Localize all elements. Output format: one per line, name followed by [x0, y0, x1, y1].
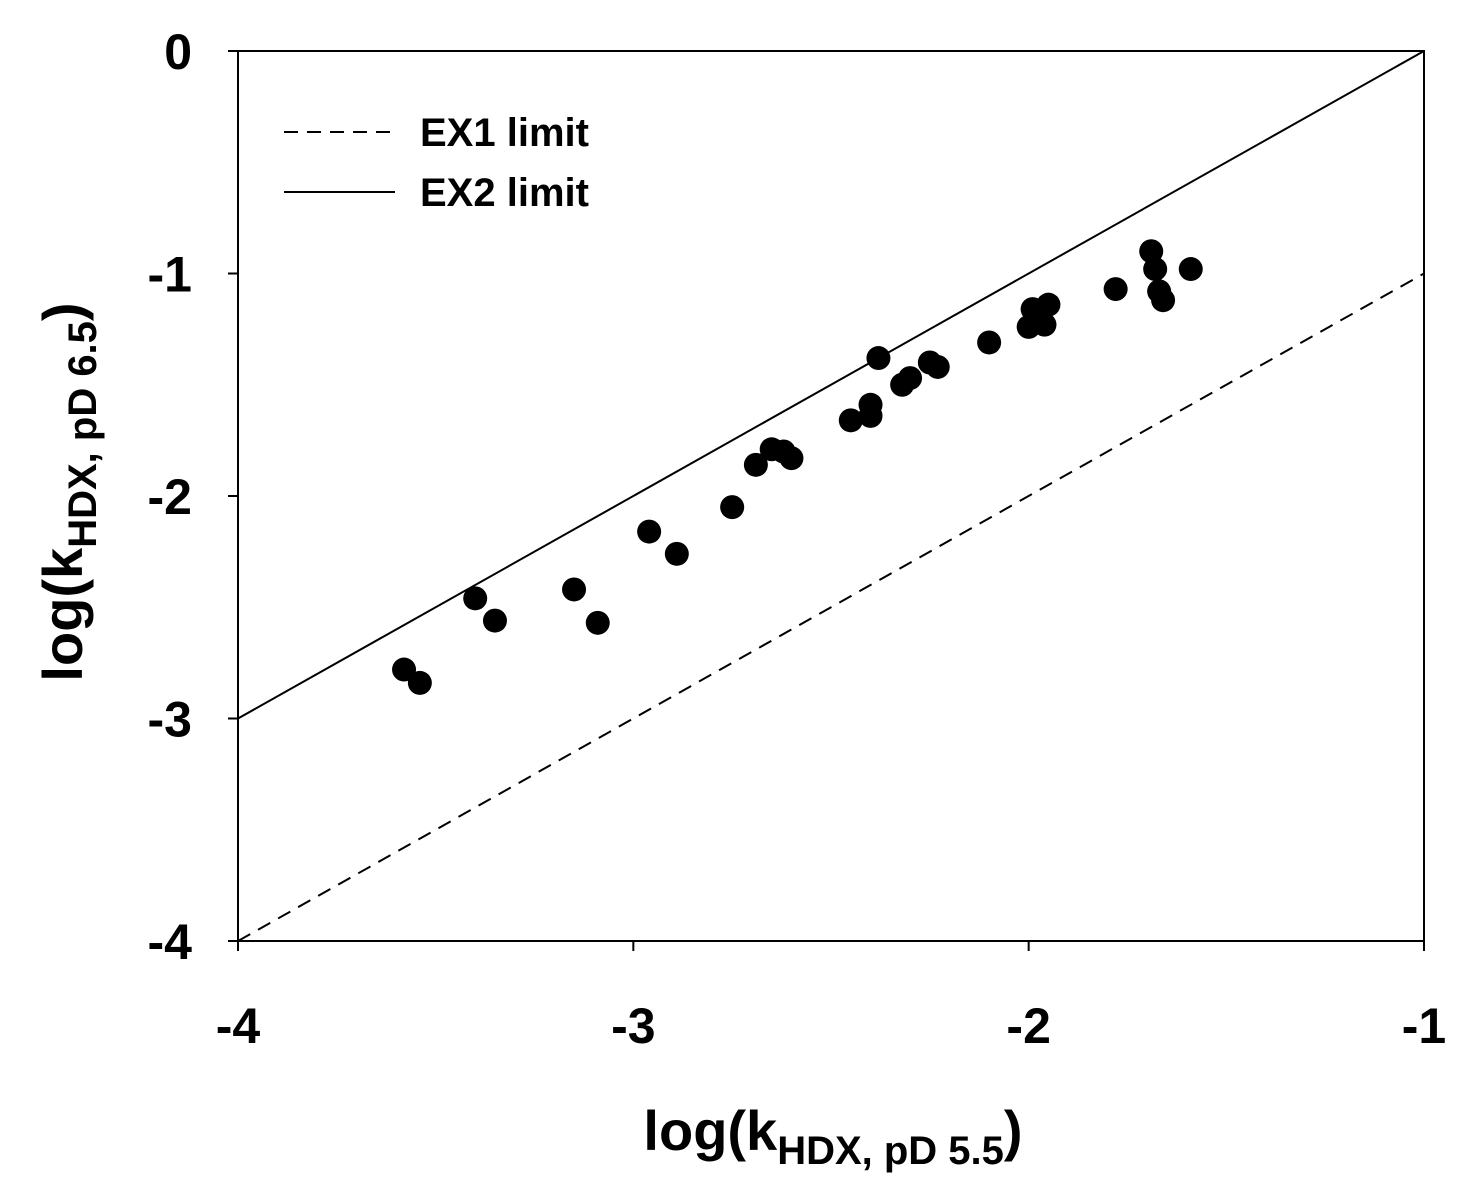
y-tick-label: -1 — [148, 247, 192, 303]
y-axis-title-main: log(k — [31, 547, 94, 682]
data-point — [1143, 257, 1168, 282]
data-point — [898, 366, 923, 391]
y-tick-label: 0 — [164, 24, 192, 80]
x-tick-label: -4 — [216, 998, 261, 1054]
data-point — [1036, 292, 1061, 317]
x-axis-title-subscript: HDX, pD 5.5 — [777, 1129, 1004, 1173]
legend-label-ex2: EX2 limit — [420, 171, 589, 215]
data-point — [562, 577, 587, 602]
data-points — [392, 239, 1203, 695]
y-tick-label: -4 — [148, 914, 193, 970]
data-point — [779, 446, 804, 471]
legend-label-ex1: EX1 limit — [420, 111, 589, 155]
data-point — [720, 495, 745, 520]
data-point — [585, 610, 610, 635]
data-point — [977, 330, 1002, 355]
x-tick-label: -2 — [1006, 998, 1050, 1054]
data-point — [1103, 277, 1128, 302]
data-point — [482, 608, 507, 633]
y-axis-title: log(kHDX, pD 6.5) — [31, 302, 105, 681]
data-point — [1032, 312, 1057, 337]
data-point — [1178, 257, 1203, 282]
data-point — [743, 452, 768, 477]
data-point — [1151, 288, 1176, 313]
legend: EX1 limit EX2 limit — [284, 111, 589, 215]
ex1-limit-line — [237, 272, 1425, 942]
y-tick-label: -3 — [148, 692, 192, 748]
x-tick-label: -3 — [611, 998, 655, 1054]
axis-ticks: -4 -3 -2 -1 -4 -3 -2 -1 0 — [148, 24, 1447, 1054]
data-point — [392, 657, 417, 682]
x-axis-title-close: ) — [1004, 1099, 1023, 1162]
reference-lines — [237, 50, 1425, 942]
data-point — [925, 354, 950, 379]
data-point — [637, 519, 662, 544]
y-axis-title-subscript: HDX, pD 6.5 — [61, 321, 105, 548]
data-point — [407, 670, 432, 695]
x-axis-title: log(kHDX, pD 5.5) — [643, 1099, 1022, 1173]
data-point — [463, 586, 488, 611]
x-tick-label: -1 — [1402, 998, 1446, 1054]
x-axis-title-main: log(k — [643, 1099, 778, 1162]
data-point — [866, 346, 891, 371]
y-axis-title-close: ) — [31, 302, 94, 321]
data-point — [664, 541, 689, 566]
ex2-limit-line — [237, 50, 1425, 720]
plot-frame — [237, 50, 1425, 942]
data-point — [838, 408, 863, 433]
data-point — [858, 403, 883, 428]
y-tick-label: -2 — [148, 469, 192, 525]
